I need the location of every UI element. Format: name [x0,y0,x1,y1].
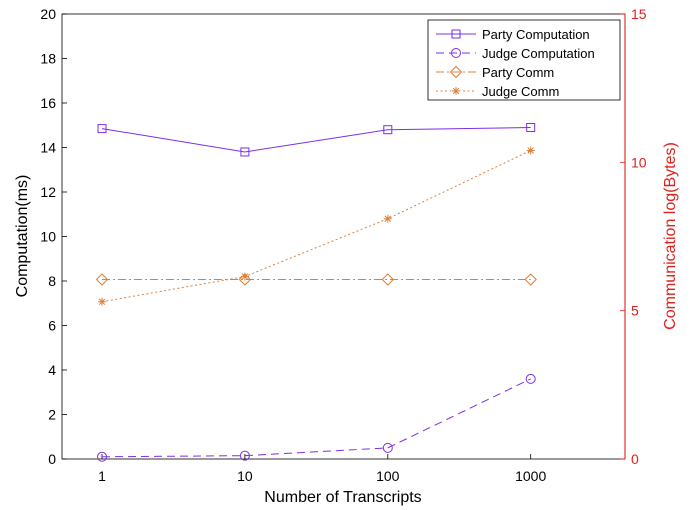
data-point-circle [525,373,536,384]
series-party-computation [97,122,536,157]
legend: Party Computation Judge Computation Party … [427,19,621,101]
legend-marker-diamond [449,65,463,79]
left-tick-label: 16 [40,95,56,111]
legend-item: Party Comm [436,65,554,80]
left-tick-label: 12 [40,184,56,200]
legend-label: Party Computation [482,27,590,42]
data-point-diamond [381,273,395,286]
legend-marker-circle [451,48,461,58]
left-axis-label: Computation(ms) [14,175,31,298]
right-tick-label: 10 [631,154,647,170]
data-point-circle [97,451,108,462]
data-point-diamond [524,273,537,286]
x-axis-label: Number of Transcripts [264,489,421,506]
legend-label: Judge Comm [482,84,559,99]
data-point-circle [382,442,393,453]
data-point-square [240,147,250,157]
data-point-asterisk [526,146,535,155]
data-point-square [97,124,107,134]
x-tick-label: 1000 [515,468,546,484]
legend-marker-asterisk [452,87,460,95]
data-point-square [383,125,393,135]
legend-label: Judge Computation [482,46,595,61]
data-point-diamond [95,273,109,286]
data-point-circle [239,450,250,461]
left-axis: 0 2 4 6 8 10 12 14 16 18 20 [40,6,67,467]
series-judge-comm [98,146,535,306]
legend-marker-square [451,29,461,39]
left-tick-label: 20 [40,6,56,22]
data-point-asterisk [98,297,107,306]
right-tick-label: 5 [631,303,639,319]
series-judge-computation [97,373,536,462]
right-tick-label: 15 [631,6,647,22]
right-tick-label: 0 [631,451,639,467]
left-tick-label: 18 [40,51,56,67]
data-point-asterisk [240,272,249,281]
series-party-comm [95,273,537,286]
right-axis: 0 5 10 15 [620,6,647,467]
left-tick-label: 10 [40,229,56,245]
legend-item: Party Computation [436,27,590,42]
x-tick-label: 10 [237,468,253,484]
legend-item: Judge Computation [436,46,595,61]
left-tick-label: 8 [48,273,56,289]
legend-label: Party Comm [482,65,554,80]
x-tick-label: 100 [376,468,400,484]
right-axis-label: Communication log(Bytes) [662,142,679,330]
data-point-square [526,122,536,132]
data-point-asterisk [383,214,392,223]
left-tick-label: 4 [48,362,56,378]
left-tick-label: 6 [48,318,56,334]
series-line [101,150,531,303]
legend-item: Judge Comm [436,84,559,99]
left-tick-label: 0 [48,451,56,467]
series-line [101,126,531,153]
x-tick-label: 1 [98,468,106,484]
left-tick-label: 14 [40,140,56,156]
x-axis: 1 10 100 1000 [98,454,546,484]
series-line [102,378,531,458]
series-layer [95,122,537,462]
left-tick-label: 2 [48,407,56,423]
